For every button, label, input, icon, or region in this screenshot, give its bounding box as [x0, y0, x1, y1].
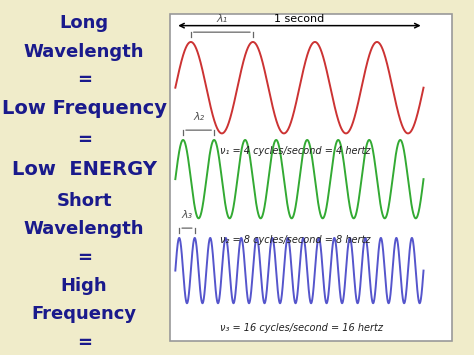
Text: ν₃ = 16 cycles/second = 16 hertz: ν₃ = 16 cycles/second = 16 hertz: [220, 323, 383, 333]
Text: λ₂: λ₂: [193, 112, 204, 122]
Text: ν₁ = 4 cycles/second = 4 hertz: ν₁ = 4 cycles/second = 4 hertz: [220, 147, 371, 157]
Text: Low  ENERGY: Low ENERGY: [12, 160, 156, 179]
Text: Wavelength: Wavelength: [24, 43, 145, 61]
Text: =: =: [77, 334, 91, 352]
Text: =: =: [77, 71, 91, 89]
Text: λ₁: λ₁: [216, 14, 228, 24]
Text: λ₃: λ₃: [182, 210, 192, 220]
Text: Long: Long: [60, 14, 109, 32]
Text: Frequency: Frequency: [32, 305, 137, 323]
Text: Low Frequency: Low Frequency: [1, 99, 167, 119]
Text: ν₂ = 8 cycles/second = 8 hertz: ν₂ = 8 cycles/second = 8 hertz: [220, 235, 371, 245]
Text: Short: Short: [56, 192, 112, 210]
Text: High: High: [61, 277, 108, 295]
Text: Wavelength: Wavelength: [24, 220, 145, 238]
Text: 1 second: 1 second: [274, 14, 325, 24]
Text: =: =: [77, 131, 91, 149]
Text: =: =: [77, 248, 91, 267]
